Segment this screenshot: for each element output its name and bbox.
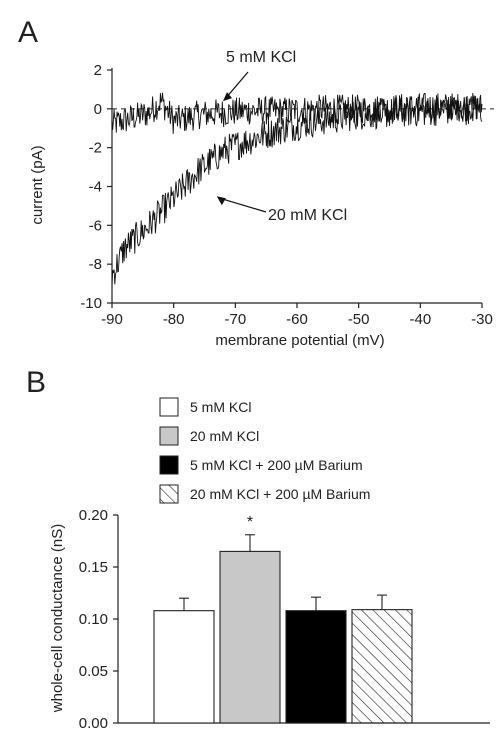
panel-a-arrowhead-5mm: [223, 92, 232, 102]
panel-a-x-tick-label: -60: [286, 311, 308, 328]
panel-b-y-tick-label: 0.20: [79, 507, 108, 524]
panel-b-axes: 0.00 0.05 0.10 0.15 0.20: [79, 507, 490, 732]
panel-b-legend-swatch: [159, 426, 179, 446]
panel-a-y-tick-label: -2: [89, 140, 102, 157]
panel-b-y-tick-label: 0.10: [79, 611, 108, 628]
panel-b-legend-swatch: [159, 484, 179, 504]
panel-a-letter: A: [18, 16, 38, 49]
panel-b-legend-label: 5 mM KCl: [190, 399, 251, 415]
panel-b-y-tick-label: 0.15: [79, 559, 108, 576]
panel-a-x-tick-label: -40: [409, 311, 431, 328]
panel-b-y-tick-label: 0.00: [79, 715, 108, 732]
panel-b-legend-label: 20 mM KCl: [190, 428, 259, 444]
panel-b-y-tick-label: 0.05: [79, 663, 108, 680]
panel-a-x-tick-label: -50: [348, 311, 370, 328]
panel-b-significance-marker: *: [247, 514, 253, 531]
panel-b-bar: [219, 550, 281, 724]
panel-a-arrow-20mm: [219, 197, 267, 213]
panel-a-annotation-5mm: 5 mM KCl: [226, 49, 296, 66]
panel-a-y-tick-label: -4: [89, 179, 102, 196]
panel-b-legend-label: 5 mM KCl + 200 µM Barium: [190, 457, 363, 473]
panel-a-arrowhead-20mm: [216, 196, 226, 206]
panel-b-letter: B: [26, 366, 46, 399]
panel-b-bars: *: [153, 514, 413, 724]
panel-a-y-tick-label: -10: [80, 295, 102, 312]
panel-a-x-tick-label: -30: [471, 311, 493, 328]
panel-b-legend-swatch: [159, 397, 179, 417]
panel-b-legend-swatch: [159, 455, 179, 475]
panel-b-bar: [153, 610, 215, 724]
panel-a-y-tick-label: -6: [89, 217, 102, 234]
panel-a-axes: 2 0 -2 -4 -6 -8 -10-90 -80 -70 -60 -50 -40 -30: [80, 62, 494, 328]
panel-b-legend-label: 20 mM KCl + 200 µM Barium: [190, 486, 370, 502]
panel-a-y-tick-label: -8: [89, 256, 102, 273]
panel-a-x-tick-label: -90: [101, 311, 123, 328]
panel-b-legend: 5 mM KCl 20 mM KCl 5 mM KCl + 200 µM Bariu…: [159, 397, 370, 504]
panel-b-bar: [351, 609, 413, 724]
panel-b-y-axis-title: whole-cell conductance (nS): [49, 524, 66, 713]
panel-a-annotations: 5 mM KCl 20 mM KCl: [216, 49, 347, 224]
panel-a-x-tick-label: -80: [163, 311, 185, 328]
panel-a-y-axis-title: current (pA): [29, 145, 46, 224]
panel-a-annotation-20mm: 20 mM KCl: [268, 207, 347, 224]
panel-a-traces: [111, 92, 483, 286]
panel-b-bar: [285, 610, 347, 724]
panel-a-y-tick-label: 0: [94, 101, 102, 118]
panel-a-trace-20mm: [111, 95, 483, 286]
panel-a-x-axis-title: membrane potential (mV): [215, 332, 384, 349]
panel-a-y-tick-label: 2: [94, 62, 102, 79]
panel-a-x-tick-label: -70: [224, 311, 246, 328]
